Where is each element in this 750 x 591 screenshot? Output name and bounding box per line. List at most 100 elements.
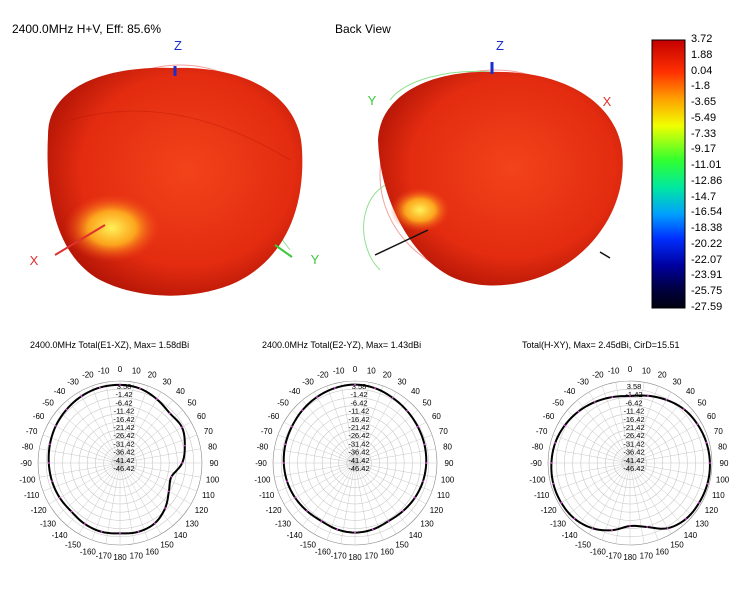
angle-label: 50	[698, 399, 707, 408]
angle-label: 90	[720, 459, 729, 468]
angle-label: 180	[348, 553, 362, 562]
angle-label: 170	[130, 552, 144, 561]
data-point	[181, 462, 184, 464]
grid-spoke	[119, 421, 192, 464]
angle-label: -90	[255, 459, 267, 468]
y-axis-line	[599, 251, 611, 259]
angle-label: 140	[174, 531, 188, 540]
grid-spoke	[119, 410, 183, 464]
data-point	[80, 395, 83, 398]
data-point	[294, 496, 296, 499]
grid-spoke	[549, 448, 631, 464]
angle-label: 20	[148, 371, 157, 380]
colorbar-label: -18.38	[691, 222, 723, 235]
colorbar-label: -25.75	[691, 285, 723, 298]
data-point	[402, 510, 404, 512]
radial-label: -41.42	[623, 456, 644, 465]
angle-label: 160	[655, 547, 669, 556]
x-axis-label: X	[603, 94, 612, 109]
data-point	[334, 387, 336, 389]
colorbar-label: -7.33	[691, 127, 717, 140]
angle-label: 30	[673, 378, 682, 387]
angle-label: 70	[714, 427, 723, 436]
colorbar-label: -9.17	[691, 143, 717, 156]
data-point	[181, 426, 183, 429]
grid-spoke	[354, 434, 433, 464]
colorbar-label: -22.07	[691, 253, 723, 266]
grid-spoke	[119, 462, 149, 541]
grid-spoke	[91, 385, 121, 464]
grid-spoke	[629, 391, 672, 464]
angle-label: 70	[439, 427, 448, 436]
angle-label: 90	[210, 459, 219, 468]
data-point	[137, 530, 140, 533]
angle-label: 40	[176, 387, 185, 396]
angle-label: 130	[185, 519, 199, 528]
angle-label: 20	[383, 371, 392, 380]
grid-spoke	[552, 462, 631, 492]
angle-label: -80	[22, 443, 34, 452]
data-point	[554, 442, 557, 444]
angle-label: 140	[684, 531, 698, 540]
angle-label: 110	[712, 491, 725, 500]
radial-label: -26.42	[623, 431, 644, 440]
colorbar-label: -14.7	[691, 190, 717, 203]
colorbar-label: 3.72	[691, 33, 713, 45]
data-point	[698, 501, 700, 504]
grid-spoke	[78, 462, 121, 535]
data-point	[183, 444, 186, 447]
data-point	[168, 412, 171, 415]
y-axis-line	[274, 244, 293, 258]
radial-label: -41.42	[113, 456, 134, 465]
angle-label: 10	[367, 366, 376, 375]
data-point	[70, 510, 73, 513]
grid-spoke	[119, 462, 198, 492]
grid-spoke	[354, 400, 408, 464]
angle-label: -80	[532, 443, 544, 452]
angle-label: -160	[590, 547, 607, 556]
data-point	[682, 408, 685, 411]
angle-label: -100	[254, 475, 271, 484]
grid-spoke	[119, 462, 135, 544]
data-point	[354, 531, 356, 534]
angle-label: -50	[277, 399, 289, 408]
angle-label: 130	[695, 519, 709, 528]
grid-spoke	[274, 462, 356, 478]
data-point	[629, 394, 631, 397]
grid-spoke	[354, 382, 370, 464]
grid-spoke	[326, 385, 356, 464]
radial-label: -36.42	[113, 448, 134, 457]
angle-label: -150	[65, 540, 82, 549]
grid-spoke	[119, 462, 173, 526]
grid-spoke	[313, 462, 356, 535]
colorbar-label: 1.88	[691, 48, 713, 61]
grid-spoke	[629, 462, 645, 544]
data-point	[100, 530, 103, 533]
z-axis-label: Z	[496, 38, 504, 53]
angle-label: -60	[268, 412, 280, 421]
angle-label: 120	[705, 506, 719, 515]
grid-spoke	[42, 434, 121, 464]
grid-spoke	[354, 448, 436, 464]
angle-label: 60	[707, 412, 716, 421]
angle-label: 10	[132, 366, 141, 375]
grid-spoke	[629, 462, 711, 478]
angle-label: 80	[443, 443, 452, 452]
angle-label: -120	[266, 506, 283, 515]
angle-label: -160	[315, 547, 332, 556]
angle-label: -110	[24, 491, 40, 500]
angle-label: 30	[398, 378, 407, 387]
angle-label: -30	[302, 378, 314, 387]
radial-label: -1.42	[115, 390, 132, 399]
radial-label: -11.42	[114, 407, 135, 416]
angle-label: 0	[353, 365, 358, 374]
data-point	[49, 443, 51, 446]
angle-label: 80	[718, 443, 727, 452]
grid-spoke	[354, 391, 397, 464]
data-point	[306, 510, 308, 512]
grid-spoke	[119, 385, 149, 464]
x-axis-line	[374, 229, 429, 256]
radial-label: -6.42	[350, 398, 367, 407]
grid-spoke	[354, 462, 397, 535]
